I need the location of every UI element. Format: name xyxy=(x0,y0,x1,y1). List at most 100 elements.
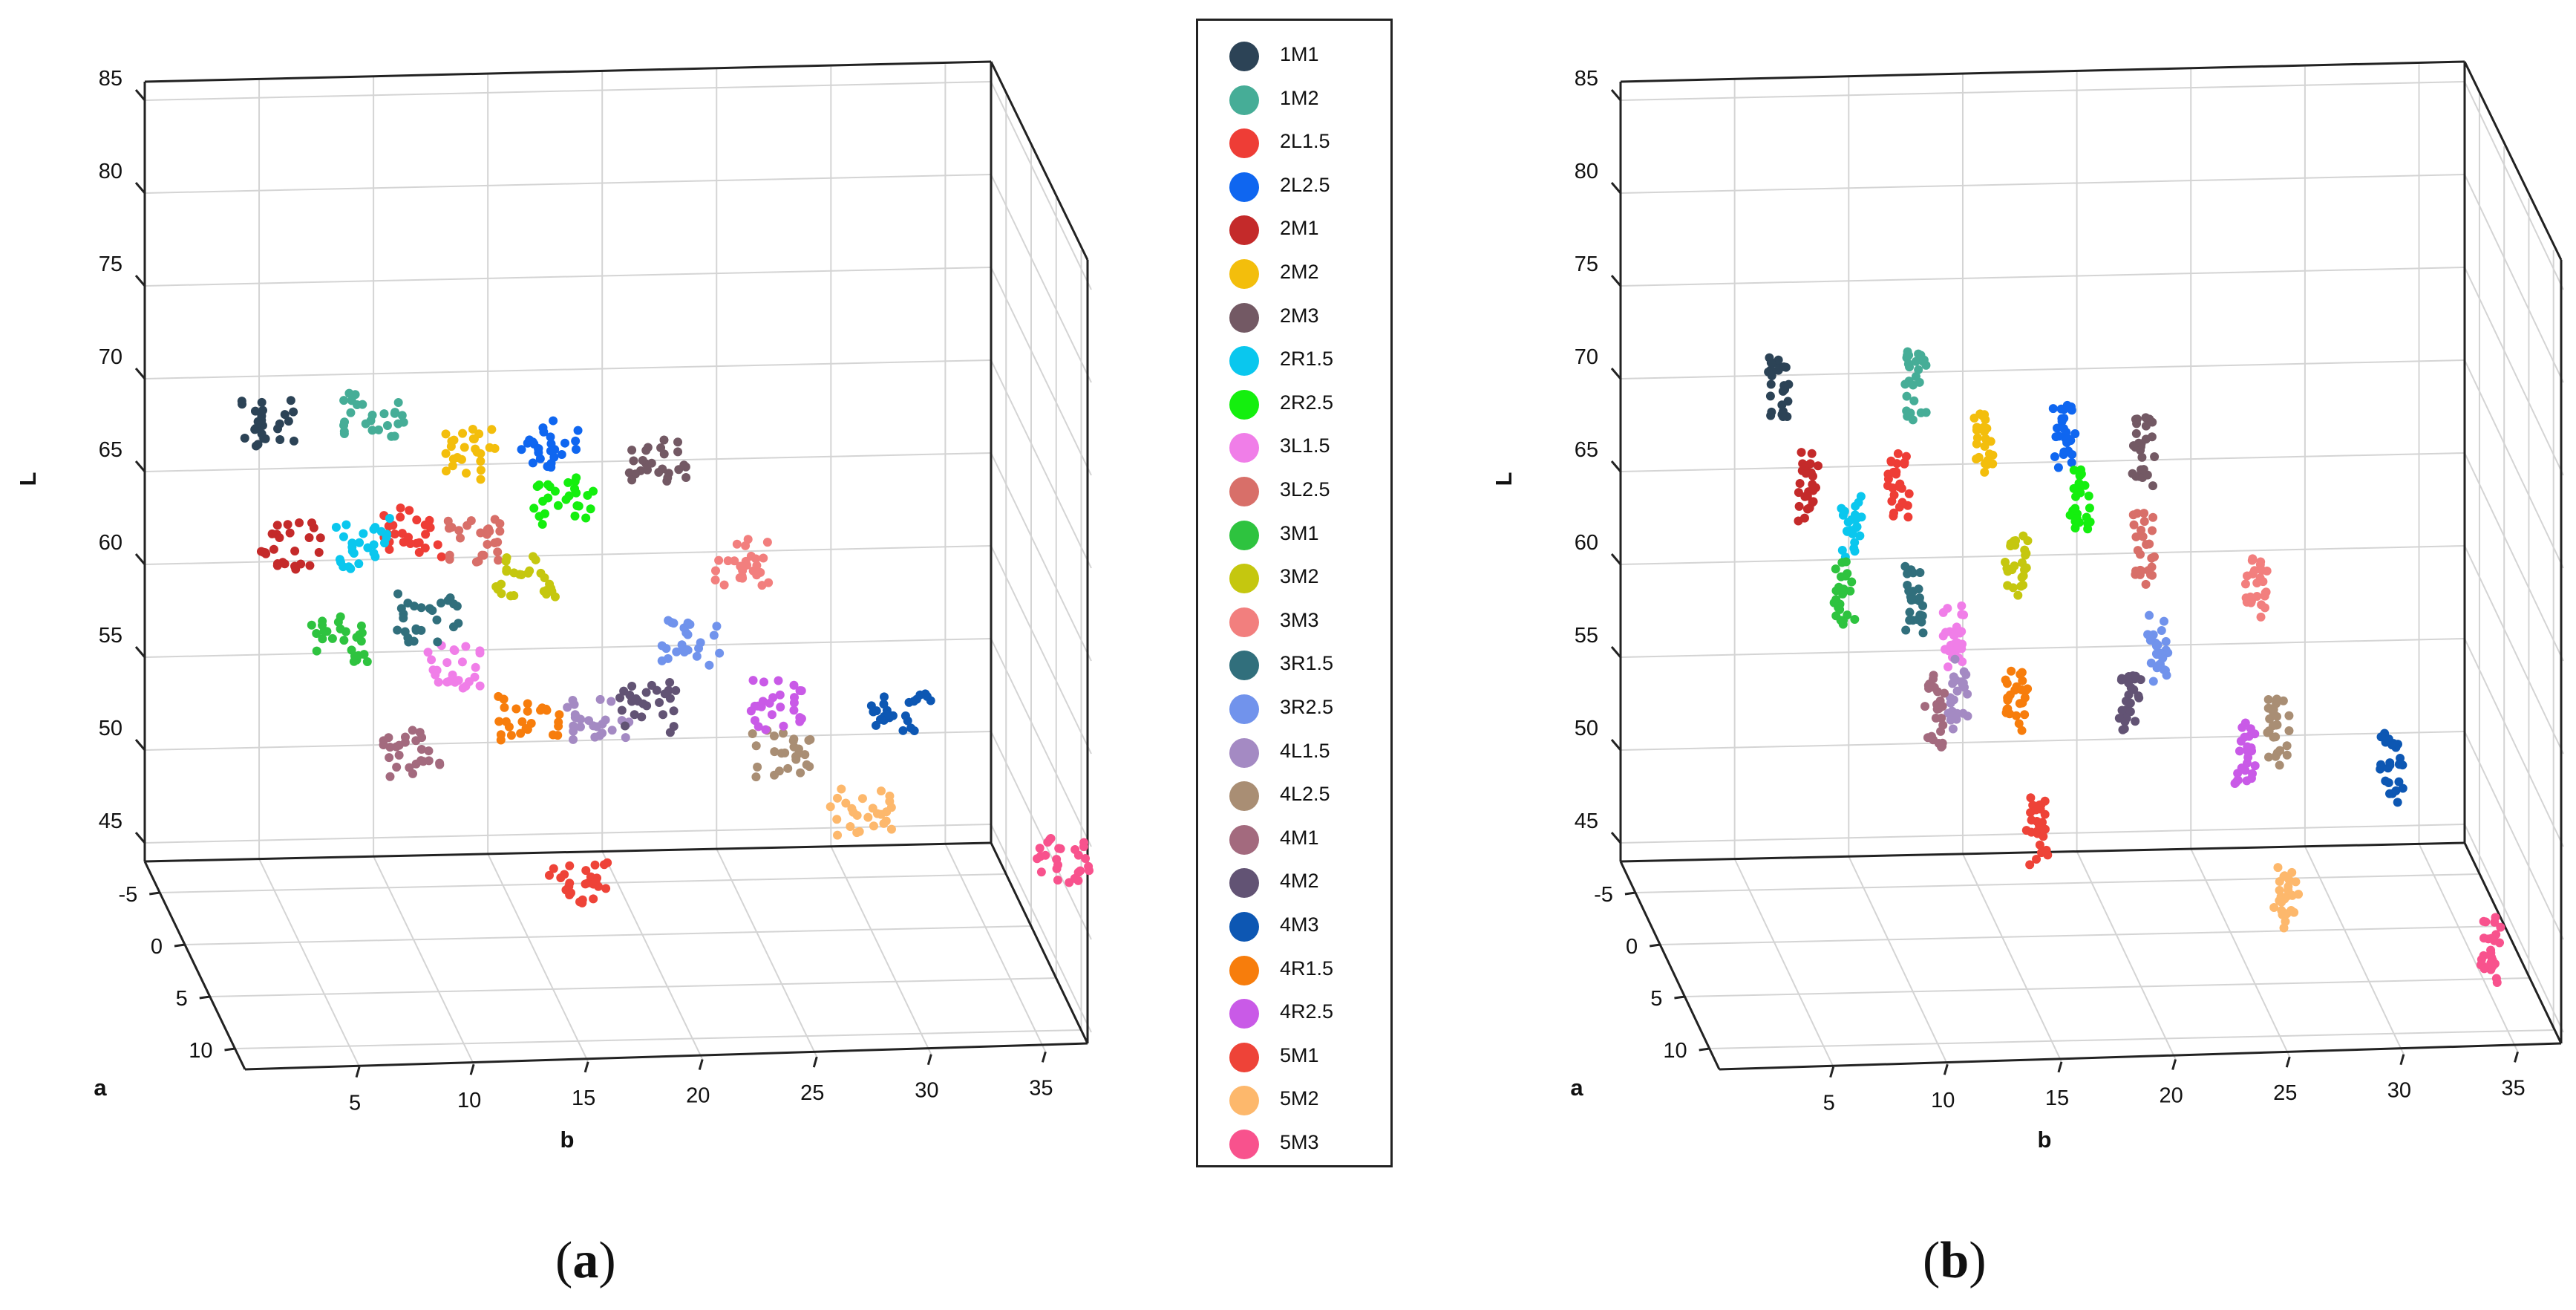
y-axis-label: a xyxy=(94,1075,107,1101)
data-point xyxy=(638,699,648,708)
data-point xyxy=(1900,379,1910,389)
b-tick-label: 20 xyxy=(686,1083,710,1107)
data-point xyxy=(495,519,505,529)
data-point xyxy=(2479,916,2488,926)
data-point xyxy=(751,554,761,564)
data-point xyxy=(296,559,306,569)
data-point xyxy=(1076,866,1085,876)
panel-a-caption: (a) xyxy=(555,1232,616,1289)
data-point xyxy=(502,553,511,563)
data-point xyxy=(748,729,757,739)
data-point xyxy=(546,463,556,472)
data-point xyxy=(362,656,372,666)
data-point xyxy=(490,538,500,547)
data-point xyxy=(506,731,516,740)
data-point xyxy=(347,542,357,552)
data-point xyxy=(2032,854,2041,864)
data-point xyxy=(2001,675,2010,685)
z-tick-label: 55 xyxy=(99,624,122,648)
legend-marker xyxy=(1229,651,1259,681)
data-point xyxy=(2153,640,2163,650)
data-point xyxy=(1836,584,1846,594)
data-point xyxy=(466,516,476,526)
axes-frame: 45 50 55 60 65 70 75 80 85 -5 0 5 10 5 10 15 20 25 30 35 Lb a xyxy=(1491,60,2563,1153)
b-tick xyxy=(2285,1056,2291,1068)
data-point xyxy=(1911,356,1920,366)
data-point xyxy=(356,621,366,630)
legend-label: 2M2 xyxy=(1280,261,1319,283)
y-axis-label: a xyxy=(1570,1075,1583,1101)
data-point xyxy=(2139,509,2149,518)
data-point xyxy=(475,648,485,658)
data-point xyxy=(2284,726,2294,736)
data-point xyxy=(2117,674,2127,683)
grid-line xyxy=(2304,846,2405,1055)
data-point xyxy=(1807,449,1817,458)
series-2M1 xyxy=(1794,448,1823,526)
series-3L1.5 xyxy=(423,641,485,693)
z-tick-label: 75 xyxy=(1575,252,1598,276)
legend-marker xyxy=(1229,955,1259,985)
data-point xyxy=(2155,659,2165,669)
grid-line xyxy=(716,848,818,1058)
data-point xyxy=(1914,584,1923,594)
data-point xyxy=(795,685,805,695)
data-point xyxy=(474,556,483,566)
grid-line xyxy=(2464,824,2564,1033)
legend-item: 4R1.5 xyxy=(1198,948,1390,991)
data-point xyxy=(2286,906,2296,916)
data-point xyxy=(2018,580,2028,590)
legend-item: 1M2 xyxy=(1198,78,1390,121)
data-point xyxy=(714,555,724,565)
z-tick xyxy=(134,89,146,101)
data-point xyxy=(1938,738,1947,748)
data-point xyxy=(2020,693,2030,703)
grid-line xyxy=(144,81,992,101)
grid-line xyxy=(1620,731,2465,751)
data-point xyxy=(428,605,437,615)
z-tick xyxy=(1610,275,1622,287)
data-point xyxy=(1921,408,1931,417)
b-tick xyxy=(1829,1066,1835,1078)
data-point xyxy=(621,733,630,743)
data-point xyxy=(448,461,457,471)
data-point xyxy=(339,532,348,541)
data-point xyxy=(1837,545,1847,555)
series-1M2 xyxy=(1900,347,1931,425)
data-point xyxy=(536,568,546,578)
legend-item: 2R2.5 xyxy=(1198,382,1390,426)
data-point xyxy=(1886,456,1896,466)
data-point xyxy=(411,759,421,769)
data-point xyxy=(393,589,403,599)
z-tick xyxy=(134,553,146,565)
a-tick-label: 10 xyxy=(1663,1039,1687,1063)
panel-a-letter: a xyxy=(572,1232,599,1289)
series-4L2.5 xyxy=(2263,694,2294,770)
data-point xyxy=(502,567,511,576)
data-point xyxy=(2235,746,2244,756)
data-point xyxy=(2053,463,2063,472)
z-tick-label: 80 xyxy=(1575,160,1598,183)
data-point xyxy=(2394,777,2404,786)
data-point xyxy=(347,396,356,405)
data-point xyxy=(2040,809,2050,819)
data-point xyxy=(1900,561,1910,571)
z-tick xyxy=(134,275,146,287)
data-point xyxy=(777,749,786,758)
data-point xyxy=(762,538,772,547)
data-point xyxy=(658,710,668,720)
data-point xyxy=(794,749,804,758)
data-point xyxy=(779,721,788,731)
data-point xyxy=(1053,876,1062,885)
data-point xyxy=(2139,517,2149,527)
data-point xyxy=(2070,429,2080,439)
data-point xyxy=(460,443,469,452)
data-point xyxy=(565,861,575,870)
data-point xyxy=(2233,769,2243,778)
data-point xyxy=(881,816,891,826)
data-point xyxy=(2057,417,2067,426)
grid-line xyxy=(2464,267,2564,476)
data-point xyxy=(379,740,388,749)
grid-line xyxy=(1620,638,2465,658)
legend-item: 2M2 xyxy=(1198,252,1390,295)
